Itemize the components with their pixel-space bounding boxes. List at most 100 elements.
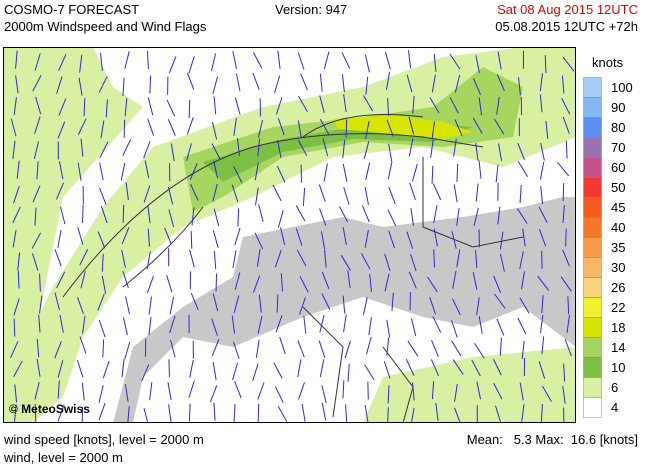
wind-flag	[323, 51, 330, 70]
wind-flag	[343, 94, 347, 113]
wind-flag	[13, 185, 20, 204]
wind-flag	[430, 359, 440, 377]
wind-flag	[169, 296, 175, 315]
legend-swatch	[583, 97, 602, 118]
wind-flag	[210, 53, 217, 72]
wind-flag	[36, 161, 39, 180]
wind-flag	[77, 162, 82, 181]
wind-flag	[299, 297, 306, 315]
wind-flag	[13, 360, 23, 378]
footer-line1: wind speed [knots], level = 2000 m	[4, 432, 204, 447]
wind-flag	[387, 161, 393, 180]
wind-flag	[35, 96, 42, 115]
legend-swatch	[583, 77, 602, 98]
wind-flag	[57, 121, 66, 139]
wind-flag	[143, 185, 151, 203]
wind-flag	[280, 227, 286, 245]
borders	[62, 114, 524, 423]
wind-flag	[538, 229, 547, 247]
wind-flag	[456, 208, 460, 227]
wind-flag	[472, 272, 478, 290]
wind-flag	[540, 186, 544, 205]
wind-flag	[476, 297, 480, 316]
wind-flag	[452, 359, 464, 375]
wind-flag	[39, 273, 41, 292]
wind-flag	[319, 95, 325, 114]
wind-flag	[298, 95, 308, 112]
wind-flag	[212, 76, 219, 95]
wind-flag	[475, 183, 479, 202]
wind-flag	[169, 315, 176, 334]
wind-flag	[565, 228, 567, 247]
wind-flag	[322, 138, 329, 156]
wind-flag	[435, 402, 439, 421]
wind-flag	[10, 341, 19, 359]
wind-flag	[361, 205, 370, 223]
wind-flag	[12, 140, 16, 159]
wind-flag	[213, 402, 216, 421]
wind-flag	[406, 74, 413, 93]
footer-stats: Mean: 5.3 Max: 16.6 [knots]	[466, 432, 638, 447]
wind-flag	[168, 56, 177, 74]
wind-flag	[456, 163, 459, 182]
wind-flag	[433, 205, 438, 223]
wind-flag	[561, 75, 565, 94]
version: Version: 947	[275, 2, 348, 17]
wind-flag	[303, 315, 307, 334]
wind-flag	[454, 407, 461, 423]
wind-flag	[34, 116, 41, 134]
wind-flag	[451, 340, 462, 357]
wind-flag	[295, 205, 306, 222]
wind-area	[203, 122, 473, 182]
wind-flag	[277, 50, 281, 69]
wind-flag	[252, 363, 259, 382]
credit: © MeteoSwiss	[9, 402, 90, 416]
wind-flag	[473, 207, 479, 226]
wind-flag	[186, 143, 192, 161]
wind-flag	[124, 341, 131, 360]
wind-flag	[98, 403, 106, 421]
wind-flag	[255, 339, 260, 358]
wind-flag	[190, 293, 199, 311]
wind-flag	[13, 318, 16, 337]
wind-flag	[320, 231, 326, 250]
legend-swatch	[583, 357, 602, 378]
wind-flag	[256, 248, 261, 267]
wind-flag	[275, 315, 283, 333]
footer-line2: wind, level = 2000 m	[4, 450, 123, 465]
wind-flag	[347, 270, 351, 289]
wind-flag	[99, 141, 109, 159]
wind-flag	[232, 250, 237, 269]
wind-flag	[497, 206, 501, 225]
wind-flag	[297, 359, 302, 378]
wind-flag	[517, 317, 527, 335]
wind-flag	[233, 117, 237, 136]
wind-flag	[540, 403, 543, 422]
wind-flag	[81, 315, 86, 334]
wind-flag	[234, 272, 241, 290]
wind-flag	[213, 251, 217, 270]
wind-flag	[538, 361, 546, 379]
wind-flag	[234, 97, 241, 115]
wind-flag	[478, 97, 483, 116]
wind-flag	[365, 121, 370, 139]
wind-flag	[338, 206, 349, 223]
wind-flag	[562, 249, 570, 267]
wind-flag	[211, 143, 221, 160]
wind-flag	[167, 382, 172, 401]
wind-flag	[149, 75, 152, 94]
wind-flag	[432, 183, 442, 201]
wind-flag	[342, 226, 347, 245]
wind-flag	[167, 118, 176, 136]
wind-flag	[78, 77, 83, 96]
wind-flag	[519, 184, 522, 203]
wind-flag	[190, 230, 193, 249]
wind-flag	[98, 385, 104, 403]
legend-label: 26	[611, 280, 625, 295]
wind-flag	[148, 317, 152, 336]
wind-flag	[277, 210, 284, 228]
legend-label: 22	[611, 300, 625, 315]
legend-swatch	[583, 157, 602, 178]
wind-flag	[406, 231, 414, 249]
wind-flag	[100, 120, 105, 139]
